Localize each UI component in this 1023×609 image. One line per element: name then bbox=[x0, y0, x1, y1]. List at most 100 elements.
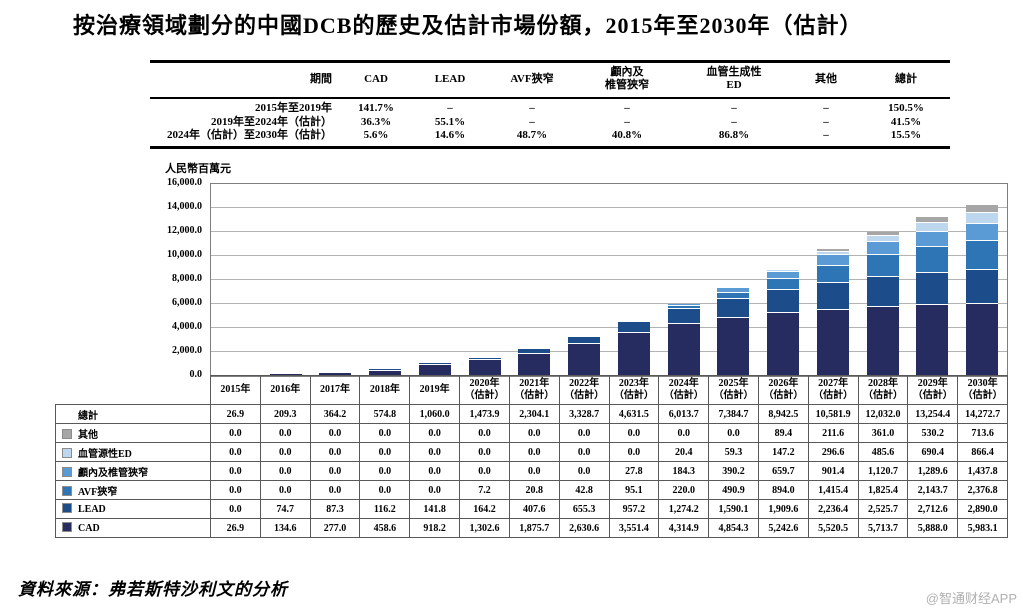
value-cell: 277.0 bbox=[309, 518, 361, 538]
bar-column bbox=[709, 184, 759, 376]
bar-segment bbox=[966, 223, 999, 242]
bar-column bbox=[659, 184, 709, 376]
value-cell: 530.2 bbox=[907, 423, 959, 443]
bar-segment bbox=[319, 371, 352, 373]
value-cell: 0.0 bbox=[558, 461, 610, 481]
bar-segment bbox=[916, 247, 949, 273]
value-cell: 26.9 bbox=[210, 404, 261, 424]
year-header-cell: 2016年 bbox=[259, 375, 311, 405]
cagr-value-cell: 40.8% bbox=[611, 129, 643, 141]
cagr-value-cell: 14.6% bbox=[434, 129, 466, 141]
row-label-text: CAD bbox=[78, 523, 100, 534]
bar-column bbox=[758, 184, 808, 376]
bar-segment bbox=[717, 298, 750, 318]
value-cell: 0.0 bbox=[309, 480, 361, 500]
stacked-bar bbox=[369, 184, 402, 376]
stacked-bar bbox=[568, 184, 601, 376]
bar-segment bbox=[916, 216, 949, 224]
value-cell: 10,581.9 bbox=[807, 404, 859, 424]
value-cell: 2,143.7 bbox=[907, 480, 959, 500]
value-cell: 74.7 bbox=[259, 499, 311, 519]
value-cell: 3,551.4 bbox=[608, 518, 660, 538]
table-row: CAD 26.9 134.6 277.0 458.6 918.2 1,302.6 1,875.… bbox=[55, 518, 1008, 538]
row-label-text: 總計 bbox=[78, 410, 98, 422]
bar-segment bbox=[767, 290, 800, 314]
gridline bbox=[211, 231, 1007, 232]
legend-swatch-icon bbox=[62, 485, 72, 496]
bar-segment bbox=[617, 320, 650, 322]
stacked-bar bbox=[966, 184, 999, 376]
value-cell: 0.0 bbox=[508, 461, 560, 481]
cagr-value-cell: – bbox=[731, 102, 737, 114]
bar-segment bbox=[816, 251, 849, 256]
cagr-value-cell: 15.5% bbox=[890, 129, 922, 141]
value-cell: 5,520.5 bbox=[807, 518, 859, 538]
value-cell: 296.6 bbox=[807, 442, 859, 462]
row-label-cell: 顱內及椎管狹窄 bbox=[55, 461, 211, 481]
bar-segment bbox=[667, 324, 700, 376]
bar-segment bbox=[568, 336, 601, 345]
y-tick-label: 6,000.0 bbox=[172, 297, 202, 308]
row-label-text: 顱內及椎管狹窄 bbox=[78, 467, 148, 479]
row-label-cell: LEAD bbox=[55, 499, 211, 519]
cagr-header-cell: LEAD bbox=[412, 61, 488, 99]
stacked-bar bbox=[667, 184, 700, 376]
bar-segment bbox=[319, 372, 352, 376]
y-tick-label: 14,000.0 bbox=[167, 201, 202, 212]
bar-column bbox=[957, 184, 1007, 376]
value-cell: 390.2 bbox=[708, 461, 759, 481]
value-cell: 2,630.6 bbox=[558, 518, 610, 538]
row-label-cell: 總計 bbox=[55, 404, 211, 424]
gridline bbox=[211, 279, 1007, 280]
bar-segment bbox=[468, 358, 501, 361]
value-cell: 0.0 bbox=[210, 480, 261, 500]
year-header-cell: 2027年 （估計） bbox=[807, 375, 859, 405]
table-row: 顱內及椎管狹窄 0.0 0.0 0.0 0.0 0.0 0.0 0.0 0.0 27.8 184.3… bbox=[55, 461, 1008, 481]
cagr-header-cell: 總計 bbox=[862, 61, 950, 99]
y-tick-label: 4,000.0 bbox=[172, 321, 202, 332]
year-header-cell: 2021年 （估計） bbox=[508, 375, 560, 405]
bar-column bbox=[311, 184, 361, 376]
row-label-cell: 血管源性ED bbox=[55, 442, 211, 462]
year-header-cell: 2029年 （估計） bbox=[907, 375, 959, 405]
bar-column bbox=[609, 184, 659, 376]
cagr-value-cell: – bbox=[823, 115, 829, 128]
value-cell: 894.0 bbox=[757, 480, 809, 500]
value-cell: 0.0 bbox=[359, 480, 411, 500]
bar-column bbox=[559, 184, 609, 376]
bar-segment bbox=[916, 305, 949, 376]
value-cell: 0.0 bbox=[409, 480, 461, 500]
value-cell: 0.0 bbox=[508, 423, 560, 443]
value-cell: 0.0 bbox=[259, 480, 311, 500]
bar-segment bbox=[866, 255, 899, 278]
value-cell: 407.6 bbox=[508, 499, 560, 519]
value-cell: 659.7 bbox=[757, 461, 809, 481]
bar-segment bbox=[966, 241, 999, 270]
year-header-cell: 2015年 bbox=[210, 375, 261, 405]
gridline bbox=[211, 207, 1007, 208]
value-cell: 164.2 bbox=[459, 499, 510, 519]
cagr-header-row: 期間 CAD LEAD AVF狹窄 顱內及 椎管狹窄 血管生成性 ED 其他 總計 bbox=[150, 61, 950, 99]
row-label-cell: AVF狹窄 bbox=[55, 480, 211, 500]
value-cell: 361.0 bbox=[857, 423, 909, 443]
y-axis-unit-label: 人民幣百萬元 bbox=[165, 163, 231, 175]
year-header-cell: 2019年 bbox=[409, 375, 461, 405]
value-cell: 211.6 bbox=[807, 423, 859, 443]
bar-segment bbox=[667, 304, 700, 307]
bar-segment bbox=[518, 353, 551, 376]
cagr-value-cell: – bbox=[529, 115, 535, 128]
value-cell: 0.0 bbox=[210, 461, 261, 481]
cagr-header-cell: 其他 bbox=[790, 61, 862, 99]
legend-swatch-icon bbox=[62, 466, 72, 477]
gridline bbox=[211, 327, 1007, 328]
bar-segment bbox=[269, 373, 302, 375]
watermark: @智通财经APP bbox=[925, 591, 1017, 606]
value-cell: 2,525.7 bbox=[857, 499, 909, 519]
table-row: 血管源性ED 0.0 0.0 0.0 0.0 0.0 0.0 0.0 0.0 0.0 20.4 59.… bbox=[55, 442, 1008, 462]
cagr-value-cell: 5.6% bbox=[363, 129, 389, 141]
cagr-period-cell: 2015年至2019年 bbox=[255, 102, 332, 114]
value-cell: 87.3 bbox=[309, 499, 361, 519]
stacked-bar bbox=[468, 184, 501, 376]
cagr-value-cell: – bbox=[529, 102, 535, 114]
bar-segment bbox=[767, 279, 800, 291]
